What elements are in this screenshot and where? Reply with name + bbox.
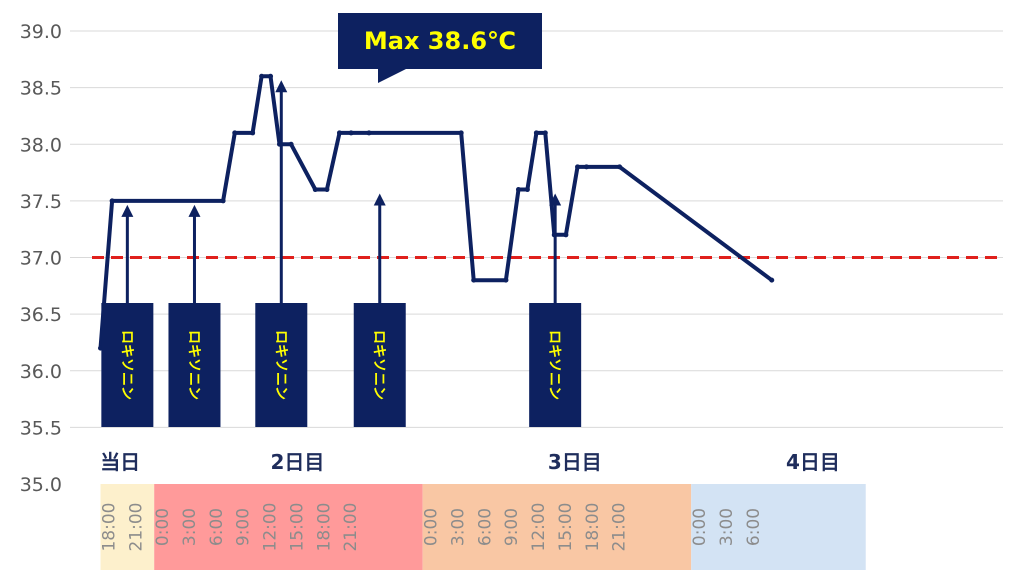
- data-point: [458, 130, 464, 136]
- data-point: [769, 277, 775, 283]
- data-point: [583, 164, 589, 170]
- medication-markers: ロキソニン ロキソニン ロキソニン ロキソニン ロキソニン: [101, 80, 582, 427]
- data-point: [288, 141, 294, 147]
- x-tick-label: 15:00: [287, 503, 307, 552]
- medication-arrow-head: [121, 204, 134, 217]
- x-tick-label: 0:00: [422, 508, 442, 546]
- medication-arrow-head: [373, 193, 386, 206]
- data-point: [268, 73, 274, 79]
- x-tick-label: 18:00: [583, 503, 603, 552]
- data-point: [471, 277, 477, 283]
- time-band: [100, 484, 155, 570]
- time-axis-bands: 18:00 21:00 0:00 3:00 6:00 9:00 12:00 15:00 18:0…: [99, 484, 866, 570]
- y-tick-label: 38.0: [20, 134, 62, 156]
- x-tick-label: 21:00: [610, 503, 630, 552]
- y-tick-label: 36.0: [20, 361, 62, 383]
- x-tick-label: 6:00: [207, 508, 227, 546]
- data-point: [524, 187, 530, 193]
- data-point: [563, 232, 569, 238]
- time-band: [691, 484, 866, 570]
- x-tick-label: 18:00: [314, 503, 334, 552]
- y-tick-label: 36.5: [20, 304, 62, 326]
- y-tick-label: 35.0: [20, 474, 62, 496]
- data-point: [533, 130, 539, 136]
- y-tick-label: 35.5: [20, 417, 62, 439]
- y-tick-label: 37.0: [20, 248, 62, 270]
- medication-arrow-head: [549, 193, 562, 206]
- medication-box: [168, 303, 221, 427]
- day-labels: 当日 2日目 3日目 4日目: [100, 450, 840, 474]
- data-point: [232, 130, 238, 136]
- medication-arrow-head: [275, 80, 288, 93]
- y-tick-label: 37.5: [20, 191, 62, 213]
- medication-marker: ロキソニン: [101, 204, 154, 427]
- data-point: [259, 73, 265, 79]
- medication-marker: ロキソニン: [529, 193, 582, 427]
- annotation-pointer: [378, 69, 406, 83]
- x-tick-label: 3:00: [449, 508, 469, 546]
- data-point: [250, 130, 256, 136]
- x-tick-label: 9:00: [502, 508, 522, 546]
- x-tick-label: 15:00: [556, 503, 576, 552]
- medication-box: [529, 303, 582, 427]
- y-tick-label: 39.0: [20, 21, 62, 43]
- data-point: [220, 198, 226, 204]
- day-label: 2日目: [270, 450, 324, 474]
- data-point: [348, 130, 354, 136]
- data-point: [312, 187, 318, 193]
- annotation-text: Max 38.6℃: [364, 27, 516, 55]
- data-point: [542, 130, 548, 136]
- medication-box: [353, 303, 406, 427]
- medication-label: ロキソニン: [371, 330, 387, 400]
- x-tick-label: 3:00: [180, 508, 200, 546]
- time-band: [422, 484, 692, 570]
- x-tick-label: 12:00: [529, 503, 549, 552]
- data-point: [617, 164, 623, 170]
- medication-label: ロキソニン: [185, 330, 201, 400]
- day-label: 3日目: [548, 450, 602, 474]
- x-tick-label: 6:00: [744, 508, 764, 546]
- medication-label: ロキソニン: [118, 330, 134, 400]
- y-axis-ticks: 35.0 35.5 36.0 36.5 37.0 37.5 38.0 38.5 39.0: [20, 21, 62, 496]
- x-tick-label: 0:00: [153, 508, 173, 546]
- y-tick-label: 38.5: [20, 78, 62, 100]
- x-tick-label: 12:00: [261, 503, 281, 552]
- medication-arrow-head: [188, 204, 201, 217]
- day-label: 当日: [100, 450, 140, 474]
- medication-marker: ロキソニン: [168, 204, 221, 427]
- x-tick-label: 3:00: [717, 508, 737, 546]
- day-label: 4日目: [786, 450, 840, 474]
- x-tick-label: 6:00: [475, 508, 495, 546]
- data-point: [515, 187, 521, 193]
- series-group: [98, 73, 775, 351]
- medication-marker: ロキソニン: [255, 80, 308, 427]
- x-tick-label: 21:00: [341, 503, 361, 552]
- data-point: [366, 130, 372, 136]
- x-tick-label: 9:00: [234, 508, 254, 546]
- medication-box: [255, 303, 308, 427]
- medication-label: ロキソニン: [272, 330, 288, 400]
- data-point: [109, 198, 115, 204]
- data-point: [324, 187, 330, 193]
- annotation-box: [338, 13, 542, 69]
- x-tick-label: 18:00: [99, 503, 119, 552]
- max-annotation: Max 38.6℃: [338, 13, 542, 83]
- x-tick-label: 0:00: [690, 508, 710, 546]
- medication-label: ロキソニン: [546, 330, 562, 400]
- data-point: [503, 277, 509, 283]
- data-point: [575, 164, 581, 170]
- data-point: [336, 130, 342, 136]
- medication-box: [101, 303, 154, 427]
- time-band: [154, 484, 423, 570]
- medication-marker: ロキソニン: [353, 193, 406, 427]
- x-tick-label: 21:00: [126, 503, 146, 552]
